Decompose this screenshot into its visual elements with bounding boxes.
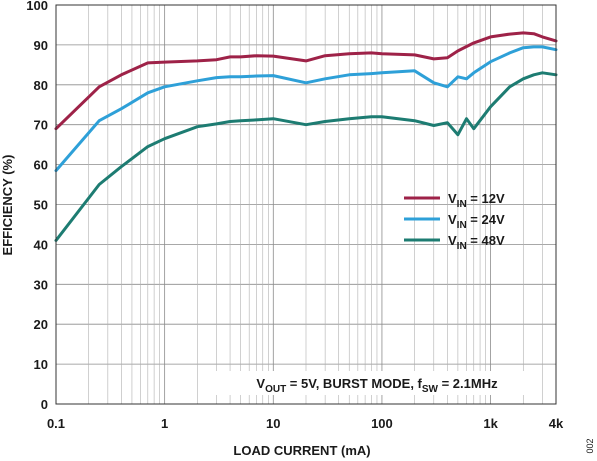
- legend-label-3: VIN = 48V: [448, 233, 505, 252]
- y-tick-label: 60: [34, 158, 48, 173]
- note-background: [212, 371, 542, 395]
- x-tick-labels: 0.1 1 10 100 1k 4k: [47, 416, 564, 431]
- operating-conditions-note: VOUT = 5V, BURST MODE, fSW = 2.1MHz: [212, 371, 542, 395]
- y-tick-label: 10: [34, 357, 48, 372]
- y-tick-label: 30: [34, 277, 48, 292]
- y-tick-label: 90: [34, 38, 48, 53]
- series-line-1: [54, 31, 558, 131]
- y-tick-label: 80: [34, 78, 48, 93]
- series-line-2: [54, 45, 558, 173]
- series-line-3: [54, 71, 558, 242]
- y-tick-label: 0: [41, 397, 48, 412]
- plot-frame: [55, 4, 557, 405]
- y-tick-label: 40: [34, 237, 48, 252]
- note-text: VOUT = 5V, BURST MODE, fSW = 2.1MHz: [256, 376, 498, 395]
- x-axis-title: LOAD CURRENT (mA): [233, 443, 370, 458]
- x-tick-label: 4k: [549, 416, 564, 431]
- y-tick-labels: 0 10 20 30 40 50 60 70 80 90 100: [26, 0, 48, 412]
- legend-label-1: VIN = 12V: [448, 191, 505, 210]
- x-tick-label: 0.1: [47, 416, 65, 431]
- figure-id: 002: [585, 438, 595, 453]
- legend-label-2: VIN = 24V: [448, 212, 505, 231]
- legend: VIN = 12V VIN = 24V VIN = 48V: [404, 191, 505, 252]
- x-tick-label: 10: [266, 416, 280, 431]
- y-tick-label: 100: [26, 0, 48, 13]
- y-tick-label: 50: [34, 198, 48, 213]
- x-tick-label: 100: [371, 416, 393, 431]
- y-tick-label: 70: [34, 118, 48, 133]
- y-tick-label: 20: [34, 317, 48, 332]
- series-lines: [54, 31, 558, 242]
- x-tick-label: 1: [161, 416, 168, 431]
- x-tick-label: 1k: [483, 416, 498, 431]
- y-axis-title: EFFICIENCY (%): [0, 155, 15, 256]
